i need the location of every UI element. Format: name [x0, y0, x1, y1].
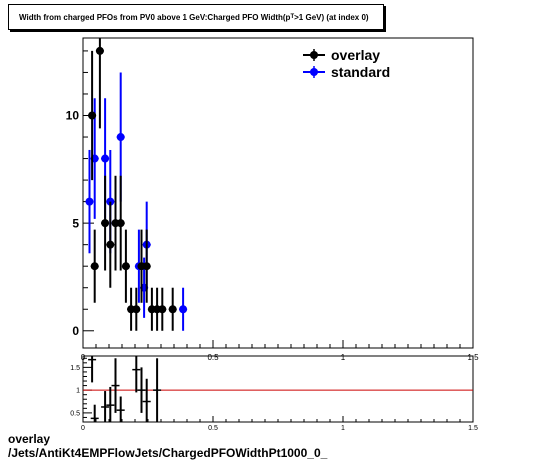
y-tick-label: 1	[76, 388, 80, 395]
chart-title-text: Width from charged PFOs from PV0 above 1…	[19, 12, 291, 22]
series-standard-point	[179, 305, 188, 314]
series-overlay-point	[90, 262, 99, 271]
legend-marker-overlay	[310, 51, 318, 59]
series-overlay-point	[95, 46, 104, 55]
series-overlay-point	[168, 305, 177, 314]
x-tick-label: 0	[81, 425, 85, 432]
footer-path: /Jets/AntiKt4EMPFlowJets/ChargedPFOWidth…	[8, 446, 328, 460]
legend-label-overlay: overlay	[331, 47, 380, 63]
ratio-plot: 0 0.5 1 1.5 0.5 1 1.5	[70, 355, 478, 432]
chart-title: Width from charged PFOs from PV0 above 1…	[8, 4, 384, 30]
series-overlay-point	[158, 305, 167, 314]
series-overlay-point	[101, 219, 110, 228]
series-overlay-point	[142, 262, 151, 271]
series-standard-point	[116, 133, 125, 142]
series-standard-point	[85, 197, 94, 206]
series-standard-point	[101, 154, 110, 163]
series-overlay-point	[106, 240, 115, 249]
x-tick-label: 1.5	[468, 425, 478, 432]
series-overlay-point	[121, 262, 130, 271]
y-tick-label: 10	[66, 109, 80, 123]
chart-title-subscript: T	[290, 14, 295, 20]
series-overlay-point	[116, 219, 125, 228]
x-tick-label: 1	[341, 353, 346, 362]
y-tick-label: 0	[72, 324, 79, 338]
y-tick-label: 0.5	[70, 410, 80, 417]
legend-marker-standard	[310, 68, 318, 76]
legend-label-standard: standard	[331, 64, 390, 80]
x-tick-label: 1	[341, 425, 345, 432]
x-tick-label: 0.5	[208, 425, 218, 432]
series-overlay-point	[88, 111, 97, 120]
y-tick-label: 5	[72, 216, 79, 230]
y-tick-label: 1.5	[70, 365, 80, 372]
footer-label: overlay	[8, 432, 51, 446]
chart-title-tail: >1 GeV) (at index 0)	[294, 12, 369, 22]
x-tick-label: 0.5	[207, 353, 219, 362]
series-overlay-point	[132, 305, 141, 314]
